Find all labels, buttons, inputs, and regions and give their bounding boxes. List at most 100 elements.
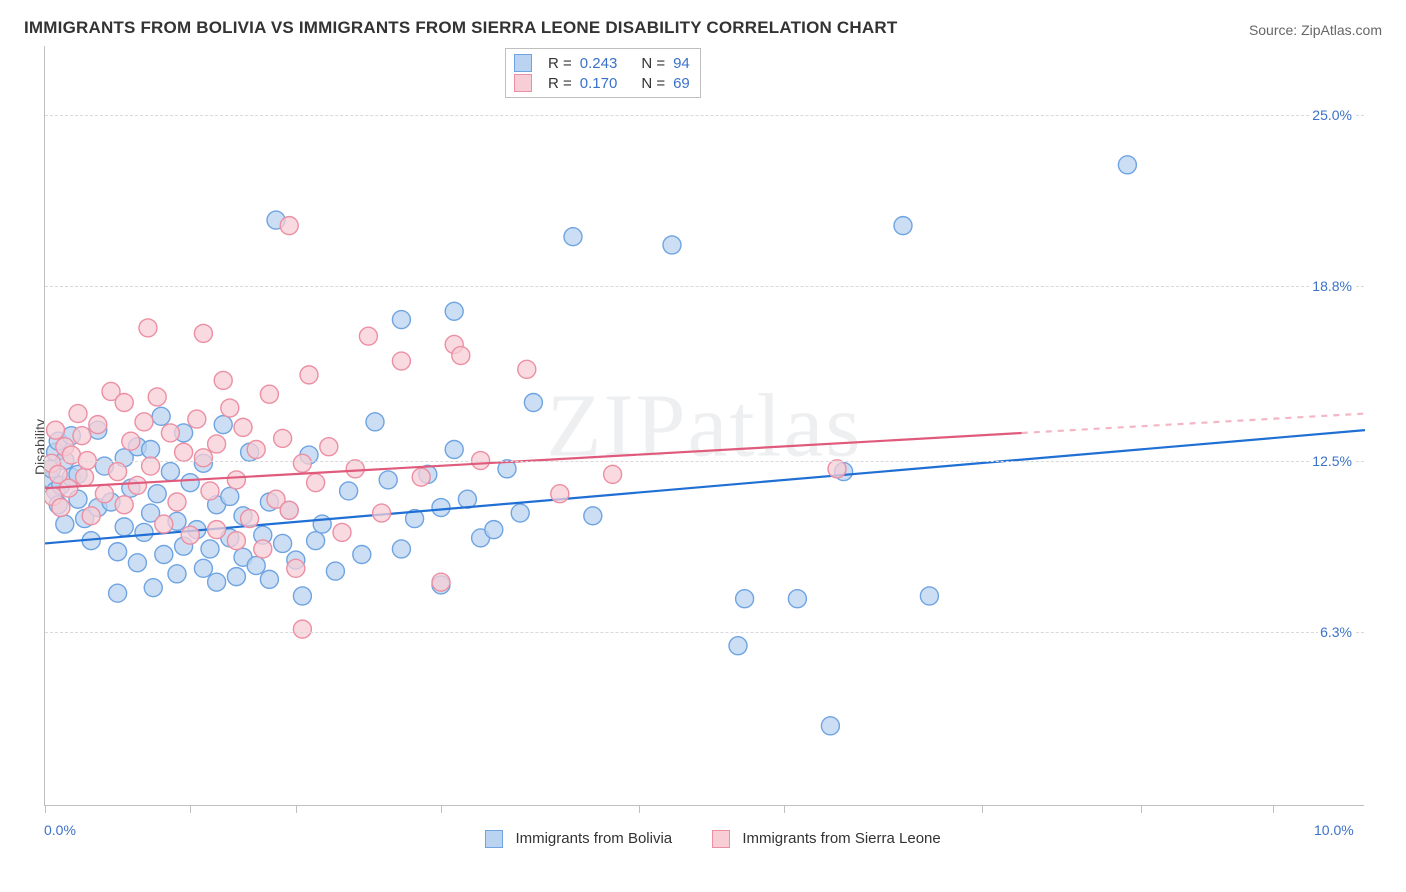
stats-swatch-icon: [514, 54, 532, 72]
data-point: [287, 559, 305, 577]
data-point: [260, 570, 278, 588]
data-point: [392, 540, 410, 558]
data-point: [828, 460, 846, 478]
data-point: [227, 568, 245, 586]
legend-swatch-icon: [712, 830, 730, 848]
data-point: [366, 413, 384, 431]
x-tick: [1273, 805, 1274, 813]
stats-N-value: 69: [673, 75, 690, 92]
data-point: [313, 515, 331, 533]
data-point: [95, 485, 113, 503]
data-point: [406, 510, 424, 528]
x-tick: [45, 805, 46, 813]
data-point: [109, 543, 127, 561]
gridline: [45, 115, 1364, 116]
data-point: [142, 440, 160, 458]
data-point: [181, 526, 199, 544]
data-point: [260, 493, 278, 511]
data-point: [45, 471, 61, 489]
data-point: [293, 620, 311, 638]
data-point: [208, 496, 226, 514]
legend-label: Immigrants from Sierra Leone: [742, 830, 940, 847]
data-point: [1118, 156, 1136, 174]
data-point: [359, 327, 377, 345]
data-point: [168, 493, 186, 511]
data-point: [472, 529, 490, 547]
data-point: [82, 532, 100, 550]
data-point: [115, 394, 133, 412]
data-point: [122, 432, 140, 450]
data-point: [227, 532, 245, 550]
data-point: [115, 449, 133, 467]
data-point: [76, 510, 94, 528]
data-point: [326, 562, 344, 580]
data-point: [280, 501, 298, 519]
regression-line-extrapolated: [1022, 414, 1365, 433]
data-point: [47, 421, 65, 439]
stats-N-value: 94: [673, 55, 690, 72]
data-point: [604, 465, 622, 483]
data-point: [148, 485, 166, 503]
data-point: [69, 465, 87, 483]
data-point: [201, 482, 219, 500]
data-point: [432, 499, 450, 517]
legend-item-sierra-leone: Immigrants from Sierra Leone: [712, 830, 941, 848]
data-point: [392, 352, 410, 370]
data-point: [188, 521, 206, 539]
data-point: [835, 463, 853, 481]
data-point: [247, 557, 265, 575]
data-point: [168, 512, 186, 530]
data-point: [511, 504, 529, 522]
stats-R-value: 0.170: [580, 75, 618, 92]
data-point: [300, 366, 318, 384]
data-point: [458, 490, 476, 508]
data-point: [293, 587, 311, 605]
x-axis-min-label: 0.0%: [44, 822, 76, 838]
data-point: [412, 468, 430, 486]
data-point: [214, 416, 232, 434]
data-point: [287, 551, 305, 569]
data-point: [247, 440, 265, 458]
gridline: [45, 286, 1364, 287]
data-point: [115, 518, 133, 536]
data-point: [115, 496, 133, 514]
data-point: [89, 416, 107, 434]
data-point: [62, 468, 80, 486]
data-point: [518, 360, 536, 378]
data-point: [445, 440, 463, 458]
data-point: [234, 418, 252, 436]
data-point: [432, 576, 450, 594]
data-point: [729, 637, 747, 655]
data-point: [227, 471, 245, 489]
data-point: [663, 236, 681, 254]
data-point: [485, 521, 503, 539]
data-point: [280, 501, 298, 519]
data-point: [392, 311, 410, 329]
data-point: [498, 460, 516, 478]
data-point: [194, 454, 212, 472]
data-point: [293, 454, 311, 472]
data-point: [221, 487, 239, 505]
data-point: [109, 584, 127, 602]
data-point: [280, 217, 298, 235]
data-point: [161, 424, 179, 442]
data-point: [142, 504, 160, 522]
data-point: [122, 479, 140, 497]
data-point: [346, 460, 364, 478]
gridline: [45, 461, 1364, 462]
stats-R-value: 0.243: [580, 55, 618, 72]
data-point: [821, 717, 839, 735]
data-point: [736, 590, 754, 608]
stats-row: R =0.243N =94: [514, 53, 690, 73]
data-point: [445, 335, 463, 353]
data-point: [188, 410, 206, 428]
data-point: [254, 540, 272, 558]
legend-swatch-icon: [485, 830, 503, 848]
data-point: [379, 471, 397, 489]
data-point: [175, 537, 193, 555]
data-point: [208, 435, 226, 453]
watermark-text: ZIPatlas: [547, 374, 863, 477]
data-point: [52, 476, 70, 494]
x-tick: [784, 805, 785, 813]
data-point: [564, 228, 582, 246]
